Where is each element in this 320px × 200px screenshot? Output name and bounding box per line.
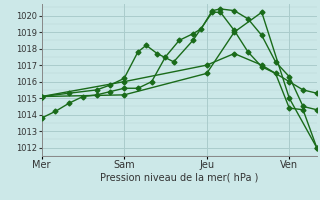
X-axis label: Pression niveau de la mer( hPa ): Pression niveau de la mer( hPa ) [100, 173, 258, 183]
